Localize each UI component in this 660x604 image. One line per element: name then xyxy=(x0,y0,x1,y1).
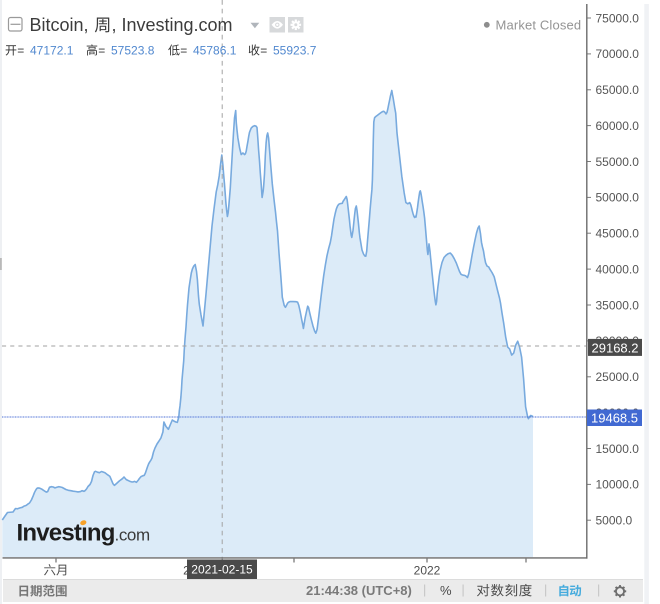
svg-text:2022: 2022 xyxy=(414,564,441,578)
svg-text:2021-02-15: 2021-02-15 xyxy=(191,563,253,577)
svg-text:5000.0: 5000.0 xyxy=(596,514,633,528)
svg-text:15000.0: 15000.0 xyxy=(596,442,640,456)
svg-text:55000.0: 55000.0 xyxy=(596,155,640,169)
svg-text:Bitcoin,: Bitcoin, xyxy=(30,15,89,35)
svg-text:29168.2: 29168.2 xyxy=(592,340,639,355)
svg-text:75000.0: 75000.0 xyxy=(596,11,640,25)
svg-text:45786.1: 45786.1 xyxy=(193,44,237,58)
svg-text:10000.0: 10000.0 xyxy=(596,478,640,492)
svg-text:60000.0: 60000.0 xyxy=(596,119,640,133)
svg-text:=: = xyxy=(260,44,267,58)
svg-text:=: = xyxy=(98,44,105,58)
svg-text:, Investing.com: , Investing.com xyxy=(112,15,233,35)
svg-text:40000.0: 40000.0 xyxy=(596,262,640,276)
svg-text:.com: .com xyxy=(115,526,150,545)
svg-text:19468.5: 19468.5 xyxy=(591,411,638,426)
svg-text:45000.0: 45000.0 xyxy=(596,227,640,241)
svg-text:47172.1: 47172.1 xyxy=(30,44,74,58)
svg-text:50000.0: 50000.0 xyxy=(596,191,640,205)
svg-text:Market Closed: Market Closed xyxy=(496,18,582,33)
svg-text:%: % xyxy=(440,583,452,598)
svg-text:65000.0: 65000.0 xyxy=(596,83,640,97)
svg-text:=: = xyxy=(17,44,24,58)
svg-text:57523.8: 57523.8 xyxy=(111,44,155,58)
svg-text:55923.7: 55923.7 xyxy=(273,44,317,58)
svg-text:25000.0: 25000.0 xyxy=(596,370,640,384)
svg-text:=: = xyxy=(180,44,187,58)
svg-text:70000.0: 70000.0 xyxy=(596,47,640,61)
svg-text:35000.0: 35000.0 xyxy=(596,298,640,312)
svg-text:21:44:38 (UTC+8): 21:44:38 (UTC+8) xyxy=(306,583,412,598)
svg-text:Investıng: Investıng xyxy=(17,520,115,547)
